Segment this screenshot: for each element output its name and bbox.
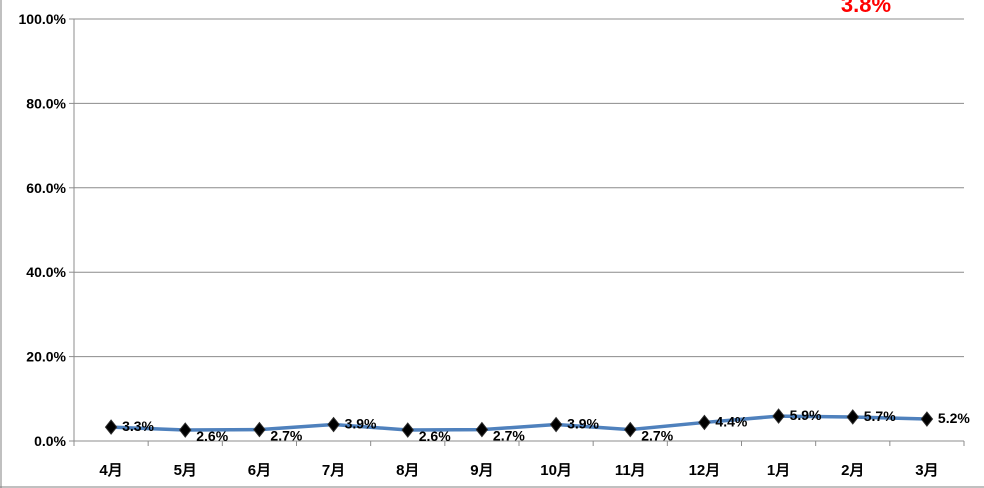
- data-point-marker: [475, 421, 489, 438]
- data-label: 3.9%: [345, 416, 377, 432]
- x-tick-label: 10月: [540, 462, 572, 479]
- y-tick-label: 100.0%: [19, 11, 67, 27]
- data-point-marker: [253, 421, 266, 438]
- data-point-marker: [846, 409, 859, 425]
- series-markers: [104, 408, 934, 438]
- y-tick-label: 80.0%: [26, 95, 66, 111]
- x-tick-label: 6月: [248, 462, 271, 479]
- data-point-marker: [327, 416, 340, 433]
- y-axis-ticks: 0.0% 20.0% 40.0% 60.0% 80.0% 100.0%: [19, 11, 74, 449]
- data-label: 2.7%: [641, 428, 673, 444]
- data-point-marker: [549, 416, 563, 433]
- y-tick-label: 20.0%: [26, 349, 66, 365]
- data-label: 5.7%: [864, 408, 896, 424]
- data-point-marker: [179, 422, 192, 438]
- x-tick-label: 9月: [470, 462, 493, 479]
- x-tick-label: 11月: [615, 462, 646, 479]
- series-line-path: [109, 414, 929, 432]
- x-tick-label: 4月: [99, 462, 122, 479]
- data-point-marker: [698, 414, 711, 431]
- grid-lines: [74, 18, 964, 442]
- data-label: 2.6%: [419, 428, 451, 444]
- data-label: 2.6%: [196, 428, 228, 444]
- y-tick-label: 40.0%: [26, 264, 66, 280]
- data-point-marker: [772, 408, 785, 424]
- data-point-marker: [104, 419, 118, 435]
- data-labels: 3.3% 2.6% 2.7% 3.9% 2.6% 2.7% 3.9% 2.7% 4.4% 5.9%…: [122, 407, 970, 444]
- x-tick-label: 2月: [841, 462, 864, 479]
- x-tick-label: 8月: [396, 462, 419, 479]
- data-label: 3.9%: [567, 416, 599, 432]
- x-tick-label: 1月: [767, 462, 790, 479]
- x-tick-label: 3月: [915, 462, 938, 479]
- data-label: 5.9%: [790, 407, 822, 423]
- x-tick-label: 12月: [689, 462, 721, 479]
- x-tick-label: 5月: [174, 462, 197, 479]
- series-line: [109, 414, 929, 432]
- y-tick-label: 0.0%: [34, 433, 66, 449]
- summary-annotation: 3.8%: [841, 0, 891, 17]
- y-tick-label: 60.0%: [26, 180, 66, 196]
- x-tick-label: 7月: [322, 462, 345, 479]
- data-point-marker: [401, 422, 414, 438]
- data-label: 4.4%: [715, 413, 747, 429]
- data-point-marker: [624, 421, 637, 438]
- data-label: 2.7%: [270, 428, 302, 444]
- x-axis-ticks: 4月 5月 6月 7月 8月 9月 10月 11月 12月 1月 2月 3月: [73, 441, 965, 479]
- data-point-marker: [920, 411, 934, 427]
- data-label: 3.3%: [122, 418, 154, 434]
- data-label: 5.2%: [938, 410, 970, 426]
- data-label: 2.7%: [493, 428, 525, 444]
